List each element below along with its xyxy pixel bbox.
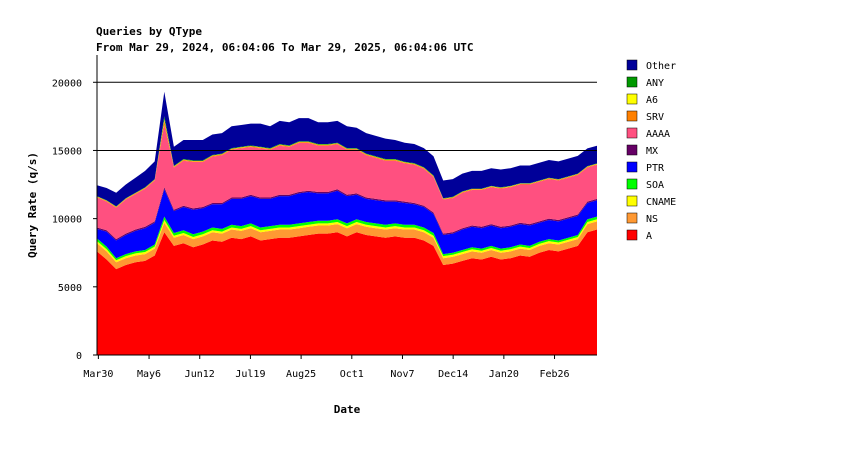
legend-swatch-any <box>626 76 638 88</box>
x-tick-label: Feb26 <box>539 369 569 380</box>
legend-swatch-aaaa <box>626 127 638 139</box>
x-tick-label: Nov7 <box>390 369 414 380</box>
x-tick-label: Jan20 <box>489 369 519 380</box>
legend: Other ANY A6 SRV AAAA MX PTR SOA CNAME NS A <box>626 59 676 242</box>
legend-label-a: A <box>646 231 652 242</box>
x-tick-label: Jul19 <box>235 369 265 380</box>
axes <box>96 55 597 356</box>
legend-label-a6: A6 <box>646 95 658 106</box>
legend-label-cname: CNAME <box>646 197 676 208</box>
area-a <box>97 229 597 355</box>
chart-subtitle: From Mar 29, 2024, 06:04:06 To Mar 29, 2… <box>96 41 474 54</box>
legend-swatch-srv <box>626 110 638 122</box>
y-tick-label: 0 <box>76 351 82 362</box>
legend-label-ptr: PTR <box>646 163 665 174</box>
area-soa <box>97 216 597 261</box>
area-ptr <box>97 189 597 259</box>
legend-label-other: Other <box>646 61 676 72</box>
area-other <box>97 91 597 207</box>
area-ns <box>97 221 597 270</box>
legend-swatch-ns <box>626 212 638 224</box>
x-tick-label: Aug25 <box>286 369 316 380</box>
area-aaaa <box>97 124 597 240</box>
x-tick-label: Mar30 <box>83 369 113 380</box>
chart-title: Queries by QType <box>96 25 202 38</box>
y-tick-label: 5000 <box>58 283 82 294</box>
y-tick-label: 15000 <box>52 146 82 157</box>
x-tick-label: Dec14 <box>438 369 468 380</box>
y-axis-label: Query Rate (q/s) <box>26 152 39 258</box>
legend-label-aaaa: AAAA <box>646 129 670 140</box>
area-cname <box>97 219 597 263</box>
legend-label-mx: MX <box>646 146 658 157</box>
x-axis-label: Date <box>334 403 361 416</box>
legend-swatch-mx <box>626 144 638 156</box>
legend-label-ns: NS <box>646 214 658 225</box>
legend-swatch-other <box>626 59 638 71</box>
gridlines <box>97 81 597 151</box>
legend-label-soa: SOA <box>646 180 664 191</box>
legend-swatch-ptr <box>626 161 638 173</box>
legend-label-any: ANY <box>646 78 664 89</box>
stacked-areas <box>97 91 597 355</box>
x-tick-labels: Mar30 May6 Jun12 Jul19 Aug25 Oct1 Nov7 Dec14 Jan… <box>83 355 570 380</box>
x-tick-label: Oct1 <box>340 369 364 380</box>
legend-swatch-a6 <box>626 93 638 105</box>
y-tick-labels: 0 5000 10000 15000 20000 <box>52 78 97 362</box>
y-tick-label: 20000 <box>52 78 82 89</box>
legend-swatch-cname <box>626 195 638 207</box>
legend-swatch-a <box>626 229 638 241</box>
y-tick-label: 10000 <box>52 215 82 226</box>
legend-swatch-soa <box>626 178 638 190</box>
x-tick-label: Jun12 <box>185 369 215 380</box>
legend-label-srv: SRV <box>646 112 664 123</box>
x-tick-label: May6 <box>137 369 161 380</box>
